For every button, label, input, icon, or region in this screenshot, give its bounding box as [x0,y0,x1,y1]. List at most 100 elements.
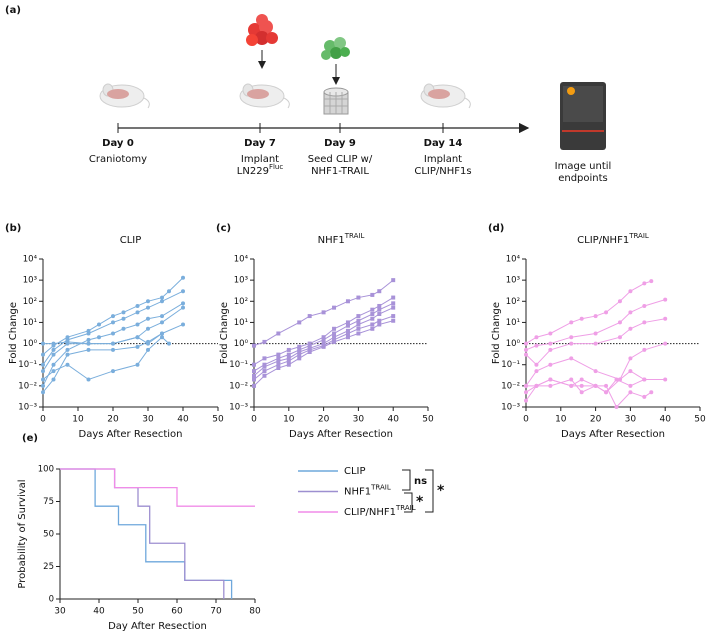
marker [614,405,619,409]
marker [262,356,267,361]
marker [345,328,350,333]
marker [307,343,312,348]
chart-title-main: CLIP/NHF1 [577,235,629,246]
x-tick-label: 70 [210,607,222,617]
marker [628,310,633,315]
y-tick-label: 10² [234,297,248,307]
survival-curve [60,468,225,599]
x-axis-label: Days After Resection [561,429,665,440]
marker [297,344,302,349]
y-tick-label: 10⁻¹ [18,360,37,370]
marker [307,347,312,352]
step-text-sup: Fluc [269,163,283,171]
significance-label: ns [414,476,427,487]
marker [569,377,574,382]
x-tick-label: 10 [72,415,84,425]
marker [111,347,115,352]
marker [111,320,115,325]
marker [121,326,126,331]
marker [663,377,668,382]
marker [65,347,70,352]
x-tick-label: 20 [590,415,602,425]
marker [663,297,668,302]
y-tick-label: 10⁴ [234,255,249,265]
marker [262,373,267,378]
marker [111,331,115,336]
x-tick-label: 30 [353,415,365,425]
marker [135,322,140,327]
series-line [525,370,666,393]
x-tick-label: 30 [625,415,637,425]
day-label: Day 7 [244,138,276,149]
marker [642,347,647,352]
marker [181,301,185,306]
marker [377,303,382,308]
marker [51,352,56,357]
marker [370,326,375,331]
imager-icon [560,82,606,150]
step-text: Implant [241,154,279,165]
y-tick-label: 10⁰ [234,339,249,349]
x-tick-label: 30 [142,415,154,425]
marker [321,337,326,342]
x-axis-label: Days After Resection [289,429,393,440]
marker [51,369,56,374]
marker [524,341,528,346]
marker [593,331,598,336]
marker [160,335,164,340]
x-tick-label: 60 [171,607,183,617]
marker [297,320,302,325]
x-tick-label: 40 [177,415,189,425]
mouse-icon [420,83,471,109]
y-tick-label: 10⁻² [18,381,37,391]
marker [135,344,140,349]
marker [146,299,150,304]
x-tick-label: 50 [132,607,144,617]
marker [286,356,291,361]
y-tick-label: 10⁰ [23,339,38,349]
marker [617,335,622,340]
marker [593,341,598,346]
marker [593,369,598,374]
marker [262,364,267,369]
chart-title-sup: TRAIL [344,232,365,240]
legend-label-main: CLIP/NHF1 [344,507,396,518]
marker [345,299,350,304]
marker [262,362,267,367]
y-tick-label: 10⁻² [229,381,248,391]
endpoint-text-main: Image until [555,161,612,172]
marker [332,331,337,336]
mouse-icon [239,83,290,109]
marker [663,316,668,321]
marker [146,341,150,346]
marker [628,289,633,294]
x-axis-label: Day After Resection [108,621,207,632]
y-tick-label: 10⁴ [23,255,38,265]
marker [297,352,302,357]
marker [321,344,326,349]
legend-label: CLIP/NHF1TRAIL [344,504,416,518]
marker [356,314,361,319]
marker [252,362,256,367]
marker [579,316,584,321]
marker [160,314,164,319]
series-line [253,297,394,366]
legend-label-sup: TRAIL [370,484,391,492]
x-tick-label: 50 [694,415,706,425]
chart-title-main: NHF1 [318,235,345,246]
y-tick-label: 10⁻³ [229,403,248,413]
marker [307,341,312,346]
chart-title: NHF1TRAIL [318,232,365,246]
panel-label: (d) [488,223,504,234]
y-tick-label: 10² [506,297,520,307]
marker [377,318,382,323]
y-tick-label: 10¹ [234,318,248,328]
marker [181,305,185,310]
marker [121,310,126,315]
marker [356,318,361,323]
marker [579,383,584,388]
marker [321,341,326,346]
marker [181,322,185,327]
marker [628,326,633,331]
